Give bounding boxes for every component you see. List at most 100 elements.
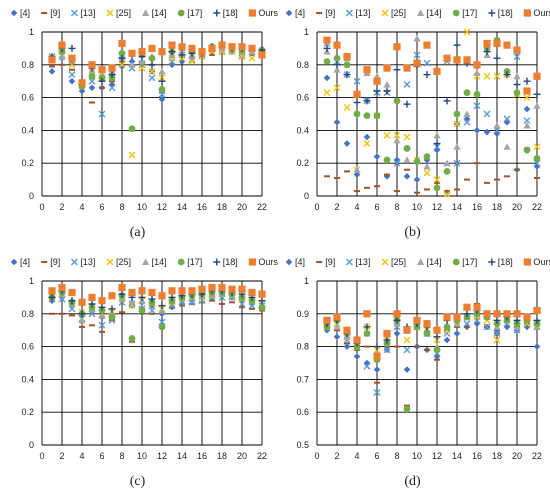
point-18: [513, 80, 521, 88]
point-ours: [393, 310, 401, 318]
panel-d: [4] [9] [13] [25] [14] [17] [18] Ours 0 2 4 6 8 10 12 1…: [275, 249, 550, 498]
y-tick-label: 0.8: [21, 309, 34, 319]
point-13: [483, 323, 491, 331]
point-ours: [373, 77, 381, 85]
legend-marker-13: [70, 258, 78, 266]
point-ours: [423, 41, 431, 49]
point-25: [403, 336, 411, 344]
panel-c: [4] [9] [13] [25] [14] [17] [18] Ours 0 2 4 6 8 10 12 1…: [0, 249, 278, 498]
legend-label-18: [18]: [223, 257, 238, 267]
point-17: [453, 110, 461, 118]
point-13: [413, 51, 421, 59]
x-tick-label: 18: [217, 451, 227, 461]
point-17: [118, 49, 126, 57]
point-18: [108, 71, 116, 79]
legend-label-18: [18]: [498, 8, 513, 18]
point-17: [373, 112, 381, 120]
point-ours: [463, 56, 471, 64]
point-18: [68, 44, 76, 52]
point-ours: [168, 41, 176, 49]
point-25: [363, 140, 371, 148]
legend-item-4: [4]: [285, 8, 305, 18]
y-tick-label: 1: [304, 27, 309, 37]
point-ours: [58, 283, 66, 292]
x-tick-label: 16: [472, 451, 482, 461]
point-ours: [98, 66, 106, 74]
y-tick-label: 0.6: [296, 407, 309, 417]
point-14: [533, 102, 541, 109]
point-4: [473, 127, 481, 134]
point-ours: [373, 352, 381, 361]
point-25: [493, 72, 501, 80]
legend-item-14: [14]: [142, 8, 167, 18]
point-18: [493, 316, 501, 324]
legend-item-13: [13]: [345, 8, 370, 18]
legend-label-25: [25]: [116, 257, 131, 267]
legend-marker-13: [345, 9, 353, 17]
point-4: [373, 153, 381, 160]
point-ours: [58, 41, 66, 49]
point-18: [118, 290, 126, 298]
point-ours: [433, 67, 441, 75]
legend-label-13: [13]: [355, 8, 370, 18]
point-14: [98, 311, 106, 319]
caption-d: (d): [404, 474, 421, 489]
x-tick-label: 12: [432, 202, 442, 212]
point-13: [158, 318, 166, 326]
point-18: [423, 71, 431, 79]
y-tick-label: 0.2: [296, 158, 309, 168]
legend-marker-18: [213, 258, 221, 266]
point-4: [483, 128, 491, 136]
point-18: [393, 316, 401, 324]
point-4: [178, 300, 186, 308]
point-17: [333, 54, 341, 62]
point-ours: [168, 287, 176, 295]
x-tick-label: 18: [492, 451, 502, 461]
x-tick-label: 6: [99, 202, 104, 212]
point-18: [158, 302, 166, 310]
legend-label-17: [17]: [187, 257, 202, 267]
grid: [316, 280, 538, 446]
point-ours: [178, 287, 186, 295]
point-ours: [443, 54, 451, 62]
point-25: [443, 190, 451, 198]
point-ours: [48, 287, 56, 295]
legend-item-18: [18]: [213, 257, 238, 267]
point-25: [118, 61, 126, 69]
point-17: [383, 156, 391, 164]
point-14: [333, 323, 341, 330]
x-tick-label: 6: [374, 202, 379, 212]
point-ours: [88, 61, 96, 69]
point-17: [423, 153, 431, 161]
point-4: [343, 140, 351, 147]
point-ours: [333, 41, 341, 49]
point-ours: [383, 329, 391, 338]
point-17: [513, 89, 521, 97]
legend-item-ours: Ours: [248, 257, 278, 267]
y-tick-label: 1: [29, 27, 34, 37]
point-25: [343, 103, 351, 111]
point-18: [373, 87, 381, 95]
panel-a: [4] [9] [13] [25] [14] [17] [18] Ours 0 2 4 6 8 10 12 1…: [0, 0, 278, 249]
legend-marker-ours: [248, 258, 256, 266]
legend-label-13: [13]: [80, 257, 95, 267]
legend-marker-ours: [523, 9, 531, 17]
series-17: [48, 289, 266, 342]
x-tick-label: 10: [412, 451, 422, 461]
legend-label-ours: Ours: [258, 8, 278, 18]
point-18: [383, 336, 391, 344]
legend: [4] [9] [13] [25] [14] [17] [18] Ours: [285, 8, 550, 18]
legend-label-4: [4]: [295, 8, 305, 18]
point-4: [413, 176, 421, 183]
point-ours: [248, 44, 256, 52]
point-18: [523, 77, 531, 85]
point-25: [403, 133, 411, 141]
y-tick-label: 0.2: [21, 407, 34, 417]
point-13: [533, 159, 541, 167]
point-18: [403, 100, 411, 108]
point-14: [128, 61, 136, 68]
x-tick-label: 6: [99, 451, 104, 461]
point-13: [473, 102, 481, 110]
legend-item-17: [17]: [177, 8, 202, 18]
series-ours: [48, 283, 266, 306]
